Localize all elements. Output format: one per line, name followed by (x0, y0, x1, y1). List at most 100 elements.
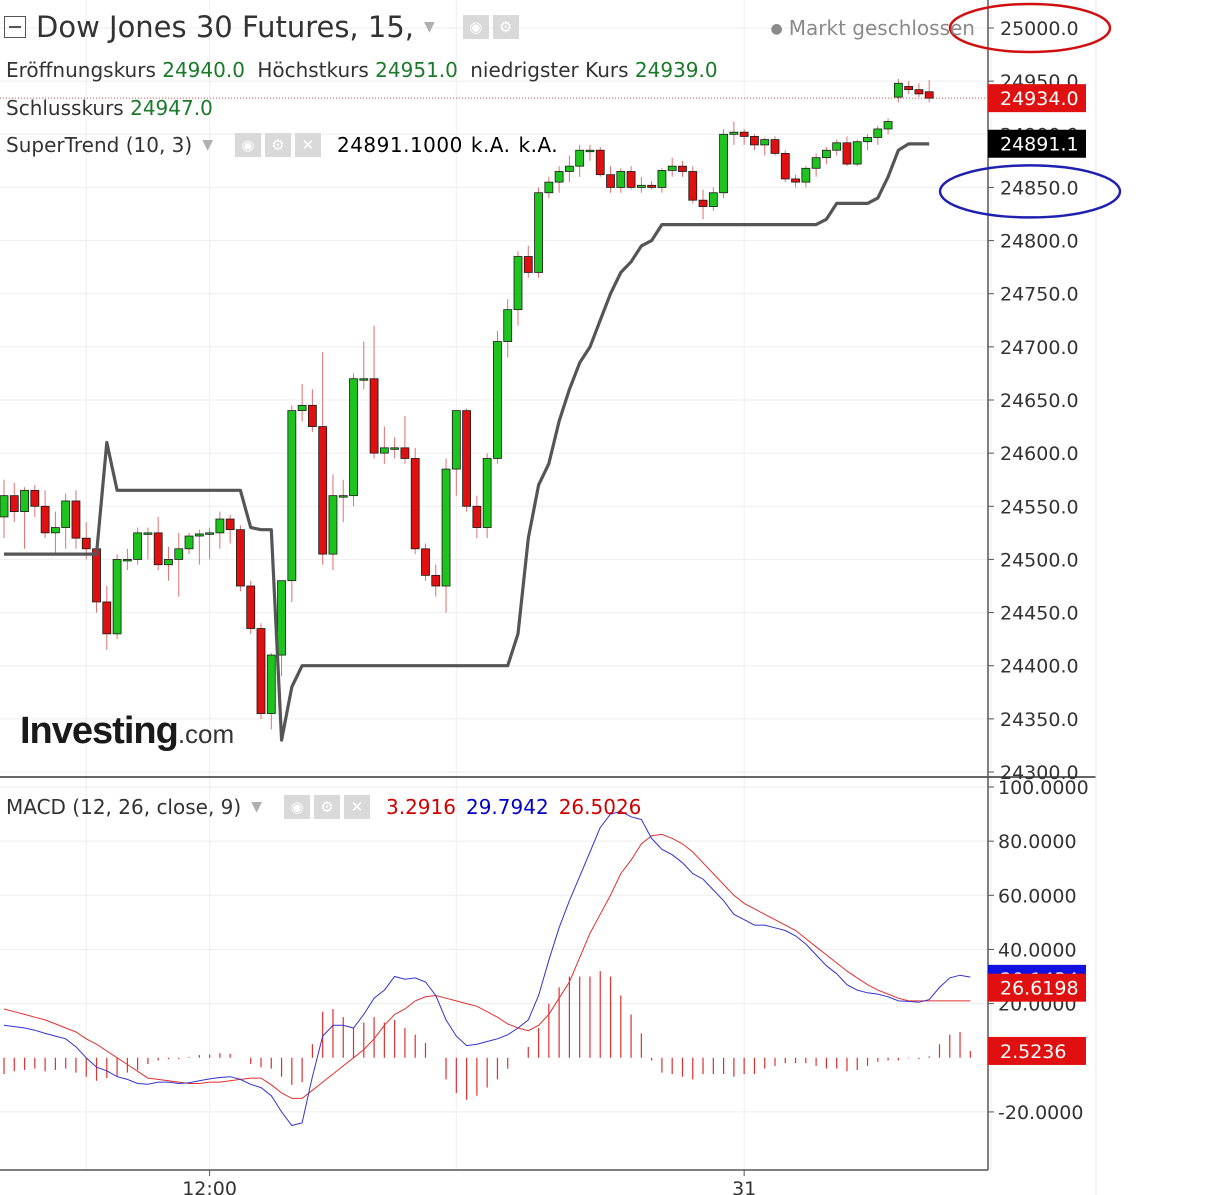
candle-body (462, 410, 472, 507)
gear-icon[interactable]: ⚙ (313, 795, 340, 819)
candle-body (863, 137, 872, 143)
candle-body (236, 529, 245, 587)
candle-body (698, 199, 708, 207)
chevron-down-icon[interactable]: ▼ (424, 19, 435, 35)
y-tick-label: 24500.0 (1000, 549, 1079, 571)
supertrend-legend: SuperTrend (10, 3) ▼ ◉ ⚙ ✕ 24891.1000 k.… (6, 133, 558, 157)
candle-body (750, 136, 759, 146)
candle-body (194, 533, 204, 537)
candle-body (307, 404, 317, 427)
candle-body (421, 548, 430, 576)
close-icon[interactable]: ✕ (294, 133, 321, 157)
candle-body (30, 489, 40, 507)
candle-body (297, 404, 307, 412)
candle-body (678, 165, 687, 172)
last-price-label-bg (988, 84, 1086, 113)
supertrend-price-label-bg (988, 129, 1086, 158)
candle-body (81, 537, 91, 550)
gear-icon[interactable]: ⚙ (492, 15, 519, 39)
low-value: 24939.0 (634, 58, 718, 82)
candle-body (822, 149, 831, 159)
symbol-title[interactable]: Dow Jones 30 Futures, 15, (36, 10, 414, 44)
supertrend-value-3: k.A. (518, 133, 559, 157)
low-label: niedrigster Kurs (470, 58, 629, 82)
x-tick-label: 12:00 (182, 1178, 237, 1195)
close-value: 24947.0 (130, 96, 213, 120)
high-label: Höchstkurs (257, 58, 369, 82)
signal-line (3, 833, 971, 1099)
candle-body (565, 165, 574, 172)
candle-body (277, 580, 286, 656)
candle-body (914, 89, 924, 95)
candle-body (133, 532, 143, 560)
candle-body (842, 142, 852, 165)
open-label: Eröffnungskurs (6, 58, 156, 82)
chevron-down-icon[interactable]: ▼ (251, 799, 262, 815)
eye-icon[interactable]: ◉ (462, 15, 489, 39)
candle-body (647, 184, 657, 188)
x-tick-label: 31 (732, 1178, 756, 1195)
candle-body (61, 500, 71, 528)
candle-body (164, 559, 173, 566)
candle-body (410, 458, 420, 550)
close-icon[interactable]: ✕ (343, 795, 370, 819)
candle-body (143, 532, 153, 535)
macd-label[interactable]: MACD (12, 26, close, 9) (6, 795, 242, 819)
y-tick-label: 24650.0 (1000, 390, 1079, 412)
candle-body (205, 532, 215, 535)
close-legend: Schlusskurs 24947.0 (6, 96, 213, 120)
candle-body (451, 410, 461, 470)
candle-body (472, 505, 482, 528)
y-tick-label: 24450.0 (1000, 603, 1079, 625)
candle-body (256, 628, 266, 714)
candle-body (122, 559, 132, 562)
macd-line-value: 29.7942 (465, 795, 549, 819)
candle-body (503, 309, 513, 342)
supertrend-label[interactable]: SuperTrend (10, 3) (6, 133, 193, 157)
macd-hist-label-bg (988, 1036, 1086, 1065)
market-status-text: Markt geschlossen (788, 16, 975, 40)
y-tick-label: 24850.0 (1000, 177, 1079, 199)
candle-body (40, 505, 50, 534)
candle-body (287, 410, 297, 582)
chevron-down-icon[interactable]: ▼ (202, 137, 213, 153)
candle-body (441, 468, 451, 587)
candle-body (513, 256, 523, 311)
candle-body (544, 181, 554, 194)
supertrend-line (4, 142, 930, 742)
candle-body (225, 518, 235, 531)
candle-body (349, 378, 358, 497)
y-tick-label: 60.0000 (998, 885, 1077, 907)
eye-icon[interactable]: ◉ (234, 133, 261, 157)
candle-body (606, 174, 615, 188)
candle-body (667, 165, 677, 171)
candle-body (760, 139, 770, 146)
y-tick-label: 24550.0 (1000, 496, 1079, 518)
gear-icon[interactable]: ⚙ (264, 133, 291, 157)
signal-line-label: 26.6198 (1000, 978, 1079, 1000)
last-price-label: 24934.0 (1000, 88, 1079, 110)
eye-icon[interactable]: ◉ (283, 795, 310, 819)
candle-body (893, 82, 903, 98)
candle-body (379, 447, 389, 454)
y-tick-label: -20.0000 (998, 1102, 1083, 1124)
candle-body (791, 178, 800, 183)
investing-logo: Investing.com (20, 710, 235, 752)
candle-body (719, 133, 728, 194)
collapse-icon[interactable] (4, 16, 26, 38)
candle-body (174, 548, 184, 560)
candle-body (852, 141, 862, 165)
supertrend-value-2: k.A. (470, 133, 511, 157)
y-tick-label: 80.0000 (998, 831, 1077, 853)
candle-body (184, 535, 194, 550)
y-tick-label: 100.0000 (998, 777, 1089, 799)
market-status: ● Markt geschlossen (771, 16, 975, 40)
candle-body (739, 131, 749, 137)
candle-body (20, 489, 29, 513)
high-value: 24951.0 (375, 58, 458, 82)
ohlc-legend: Eröffnungskurs 24940.0 Höchstkurs 24951.… (6, 58, 718, 82)
candle-body (770, 139, 780, 154)
signal-line-label-bg (988, 973, 1086, 1002)
